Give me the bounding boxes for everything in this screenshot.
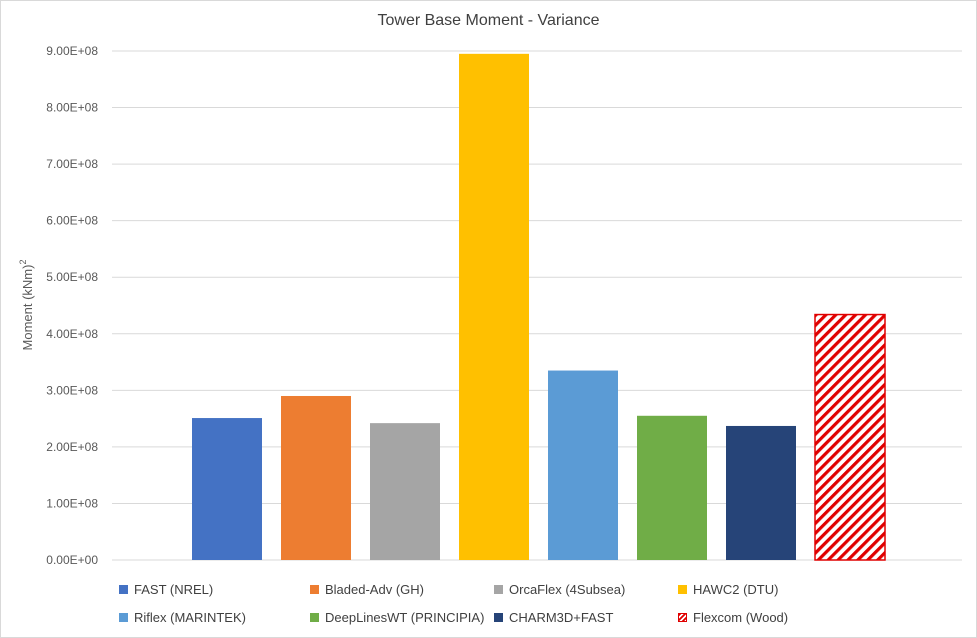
y-tick-label: 5.00E+08 — [46, 270, 98, 284]
legend-label: Flexcom (Wood) — [693, 610, 789, 625]
y-tick-label: 9.00E+08 — [46, 44, 98, 58]
legend-label: CHARM3D+FAST — [509, 610, 614, 625]
legend-label: DeepLinesWT (PRINCIPIA) — [325, 610, 485, 625]
bar-fast-nrel — [192, 418, 262, 560]
legend-item: Bladed-Adv (GH) — [310, 582, 424, 597]
y-tick-label: 6.00E+08 — [46, 214, 98, 228]
y-tick-label: 0.00E+00 — [46, 553, 98, 567]
legend-item: FAST (NREL) — [119, 582, 213, 597]
legend-item: DeepLinesWT (PRINCIPIA) — [310, 610, 484, 625]
legend-swatch — [310, 585, 319, 594]
legend-label: FAST (NREL) — [134, 582, 214, 597]
y-axis-label-superscript: 2 — [18, 260, 28, 265]
legend-label: Riflex (MARINTEK) — [134, 610, 246, 625]
bar-riflex-marintek — [548, 370, 618, 560]
legend-swatch — [678, 613, 687, 622]
legend-item: CHARM3D+FAST — [494, 610, 613, 625]
y-tick-label: 1.00E+08 — [46, 496, 98, 510]
bar-charm3d-fast — [726, 425, 796, 560]
legend-item: Flexcom (Wood) — [678, 610, 788, 625]
legend-item: Riflex (MARINTEK) — [119, 610, 246, 625]
legend-swatch — [494, 585, 503, 594]
bar-deeplineswt-principia — [637, 415, 707, 560]
y-tick-label: 3.00E+08 — [46, 383, 98, 397]
legend-label: OrcaFlex (4Subsea) — [509, 582, 626, 597]
chart-title: Tower Base Moment - Variance — [377, 12, 600, 29]
legend-label: Bladed-Adv (GH) — [325, 582, 424, 597]
legend-swatch — [119, 585, 128, 594]
bar-bladed-adv-gh — [281, 395, 351, 560]
legend-item: HAWC2 (DTU) — [678, 582, 778, 597]
legend-item: OrcaFlex (4Subsea) — [494, 582, 625, 597]
bar-flexcom-wood — [814, 313, 886, 561]
y-axis-title: Moment (kNm)2 — [18, 260, 35, 351]
y-tick-label: 7.00E+08 — [46, 157, 98, 171]
legend-label: HAWC2 (DTU) — [693, 582, 779, 597]
legend-swatch — [119, 613, 128, 622]
y-axis-label: Moment (kNm) — [20, 265, 35, 351]
y-tick-label: 2.00E+08 — [46, 440, 98, 454]
y-tick-label: 4.00E+08 — [46, 327, 98, 341]
bar-orcaflex-4subsea — [370, 423, 440, 560]
legend-swatch — [494, 613, 503, 622]
bar-hawc2-dtu — [459, 53, 529, 560]
legend: FAST (NREL) Bladed-Adv (GH) OrcaFlex (4Sub… — [0, 576, 977, 636]
legend-swatch — [310, 613, 319, 622]
legend-swatch — [678, 585, 687, 594]
y-tick-label: 8.00E+08 — [46, 101, 98, 115]
